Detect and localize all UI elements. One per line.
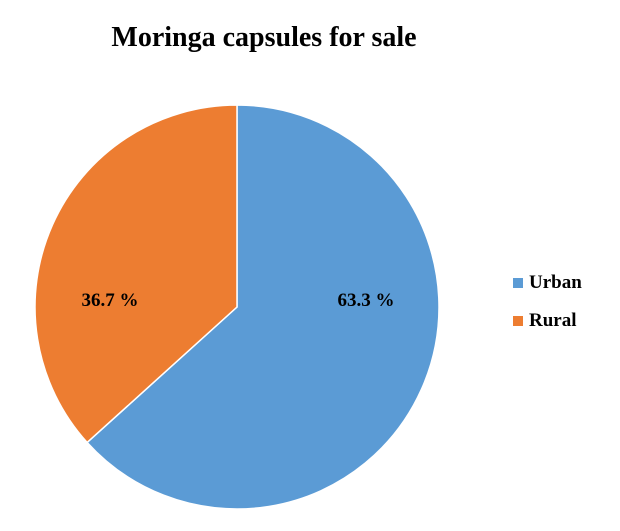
legend-label-urban: Urban xyxy=(529,272,582,293)
slice-label-rural: 36.7 % xyxy=(82,290,139,311)
legend-item-rural: Rural xyxy=(513,310,582,332)
legend-item-urban: Urban xyxy=(513,272,582,294)
pie-slice-rural xyxy=(34,104,238,444)
legend-label-rural: Rural xyxy=(529,310,577,331)
chart-title: Moringa capsules for sale xyxy=(111,22,417,53)
pie-slice-urban xyxy=(86,104,440,510)
slice-label-urban: 63.3 % xyxy=(338,290,395,311)
legend: Urban Rural xyxy=(513,272,582,348)
legend-swatch-rural xyxy=(513,316,523,326)
legend-swatch-urban xyxy=(513,278,523,288)
